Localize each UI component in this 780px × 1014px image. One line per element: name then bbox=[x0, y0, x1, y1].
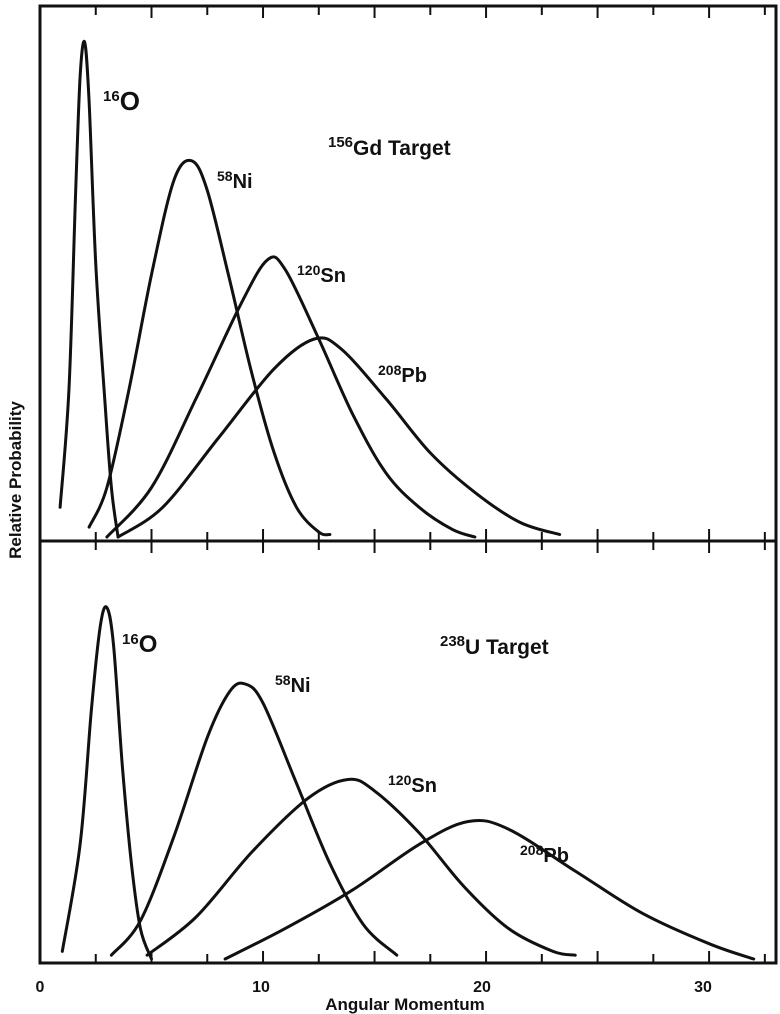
label-120sn-bottom: 120Sn bbox=[388, 772, 437, 797]
x-axis-label: Angular Momentum bbox=[325, 995, 485, 1014]
tick-label-0: 0 bbox=[36, 979, 45, 996]
label-16o-top: 16O bbox=[103, 86, 140, 116]
panel-title-top: 156Gd Target bbox=[328, 134, 451, 160]
label-58ni-top: 58Ni bbox=[217, 168, 253, 193]
curve-208pb-bottom bbox=[223, 818, 756, 961]
label-208pb-bottom: 208Pb bbox=[520, 842, 569, 867]
label-120sn-top: 120Sn bbox=[297, 262, 346, 287]
tick-label-10: 10 bbox=[252, 979, 270, 996]
y-axis-label: Relative Probability bbox=[6, 401, 25, 559]
label-208pb-top: 208Pb bbox=[378, 362, 427, 387]
curve-58ni-top bbox=[87, 158, 332, 537]
curve-120sn-top bbox=[105, 255, 477, 539]
curve-16o-bottom bbox=[60, 605, 153, 961]
axis-ticks bbox=[39, 6, 766, 963]
panel-title-bottom: 238U Target bbox=[440, 633, 549, 659]
curve-120sn-bottom bbox=[145, 777, 577, 957]
label-58ni-bottom: 58Ni bbox=[275, 672, 311, 697]
curves bbox=[58, 39, 756, 961]
curve-16o-top bbox=[58, 39, 120, 539]
curve-208pb-top bbox=[116, 336, 562, 539]
plot-frame bbox=[38, 4, 778, 965]
curve-58ni-bottom bbox=[109, 681, 399, 957]
tick-label-20: 20 bbox=[473, 979, 491, 996]
label-16o-bottom: 16O bbox=[122, 631, 157, 658]
tick-label-30: 30 bbox=[694, 979, 712, 996]
